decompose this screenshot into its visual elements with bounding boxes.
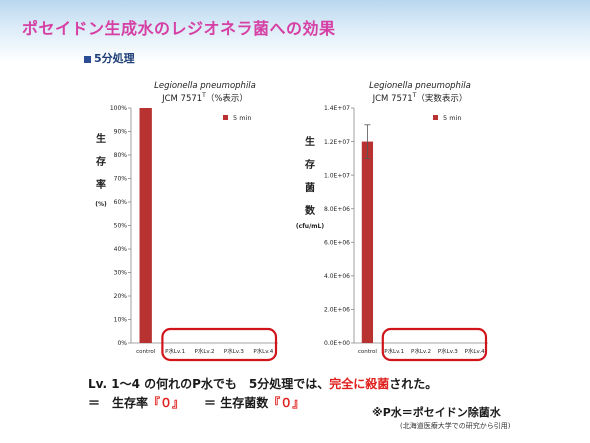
bullet-square-icon — [84, 55, 91, 63]
subtitle-text: 5分処理 — [94, 52, 135, 65]
strain-superscript: T — [412, 92, 417, 99]
x-tick-label: P水Lv.4 — [253, 347, 273, 355]
result-note-line2: ＝ 生存率『０』＝ 生存菌数『０』 — [88, 394, 304, 411]
header-banner — [0, 0, 590, 62]
y-tick-label: 90% — [114, 129, 128, 136]
section-subtitle: 5分処理 — [84, 50, 135, 66]
note-line2-rate-emphasis: 『０』 — [148, 396, 185, 410]
highlight-box — [381, 327, 488, 362]
highlight-box — [161, 327, 278, 362]
legend-swatch — [433, 115, 438, 120]
y-axis-label-char: 存 — [305, 158, 315, 171]
y-axis-label-char: 存 — [96, 155, 106, 168]
legend-label: 5 min — [443, 114, 461, 122]
note-line1-emphasis: 完全に殺菌 — [329, 377, 390, 391]
legend-label: 5 min — [233, 114, 251, 122]
y-tick-label: 4.0E+06 — [324, 273, 350, 280]
y-axis-label-char: 菌 — [305, 181, 315, 194]
y-tick-label: 50% — [114, 223, 128, 230]
source-citation: (北海道医療大学での研究から引用) — [400, 422, 511, 430]
strain-superscript: T — [201, 92, 206, 99]
note-line2-count-prefix: ＝ 生存菌数 — [204, 396, 269, 410]
y-tick-label: 0% — [117, 340, 127, 347]
note-line2-rate-prefix: ＝ 生存率 — [88, 396, 149, 410]
x-tick-label: P水Lv.3 — [224, 347, 244, 355]
y-tick-label: 2.0E+06 — [324, 307, 350, 314]
chart-title-strain: JCM 7571T（実数表示） — [372, 92, 468, 104]
y-tick-label: 6.0E+06 — [324, 239, 350, 246]
chart-title-strain: JCM 7571T（%表示） — [161, 92, 248, 104]
legend-swatch — [223, 115, 228, 120]
y-tick-label: 70% — [114, 176, 128, 183]
chart-title-organism: Legionella pneumophila — [369, 81, 471, 91]
y-axis-label-char: 率 — [96, 178, 106, 191]
bar-control — [361, 141, 374, 343]
x-tick-label: P水Lv.4 — [465, 347, 485, 355]
y-tick-label: 80% — [114, 152, 128, 159]
strain-note: （実数表示） — [416, 93, 467, 104]
strain-name: JCM 7571 — [372, 94, 413, 104]
y-tick-label: 1.0E+07 — [324, 172, 350, 179]
y-tick-label: 100% — [110, 105, 127, 112]
x-tick-label: P水Lv.3 — [438, 347, 458, 355]
note-line2-count-emphasis: 『０』 — [268, 396, 305, 410]
y-axis-label-char: 生 — [96, 132, 106, 145]
y-tick-label: 10% — [114, 317, 128, 324]
note-line1-prefix: Lv. 1～4 の何れのP水でも 5分処理では、 — [88, 377, 330, 391]
x-tick-label: P水Lv.1 — [384, 347, 404, 355]
x-tick-label: P水Lv.2 — [195, 347, 215, 355]
x-tick-label: P水Lv.1 — [165, 347, 185, 355]
y-tick-label: 60% — [114, 199, 128, 206]
page-title: ポセイドン生成水のレジオネラ菌への効果 — [22, 19, 336, 38]
chart-title-organism: Legionella pneumophila — [154, 81, 256, 91]
y-axis-unit: (cfu/mL) — [296, 223, 324, 230]
y-tick-label: 1.2E+07 — [324, 139, 350, 146]
y-axis-unit: (%) — [95, 201, 107, 208]
x-tick-label: control — [358, 349, 378, 355]
result-note-line1: Lv. 1～4 の何れのP水でも 5分処理では、完全に殺菌された。 — [88, 375, 437, 392]
y-tick-label: 30% — [114, 270, 128, 277]
footnote-definition: ※P水＝ポセイドン除菌水 — [372, 406, 501, 419]
x-tick-label: P水Lv.2 — [411, 347, 431, 355]
y-axis-label-char: 数 — [305, 204, 316, 217]
note-line1-suffix: された。 — [389, 377, 438, 391]
y-tick-label: 0.0E+00 — [324, 340, 350, 347]
y-tick-label: 1.4E+07 — [324, 105, 350, 112]
strain-name: JCM 7571 — [161, 94, 202, 104]
strain-note: （%表示） — [206, 93, 248, 104]
y-tick-label: 20% — [114, 293, 128, 300]
bar-control — [139, 108, 152, 343]
y-tick-label: 40% — [114, 246, 128, 253]
y-axis-label-char: 生 — [305, 135, 315, 148]
y-tick-label: 8.0E+06 — [324, 206, 350, 213]
x-tick-label: control — [136, 349, 156, 355]
